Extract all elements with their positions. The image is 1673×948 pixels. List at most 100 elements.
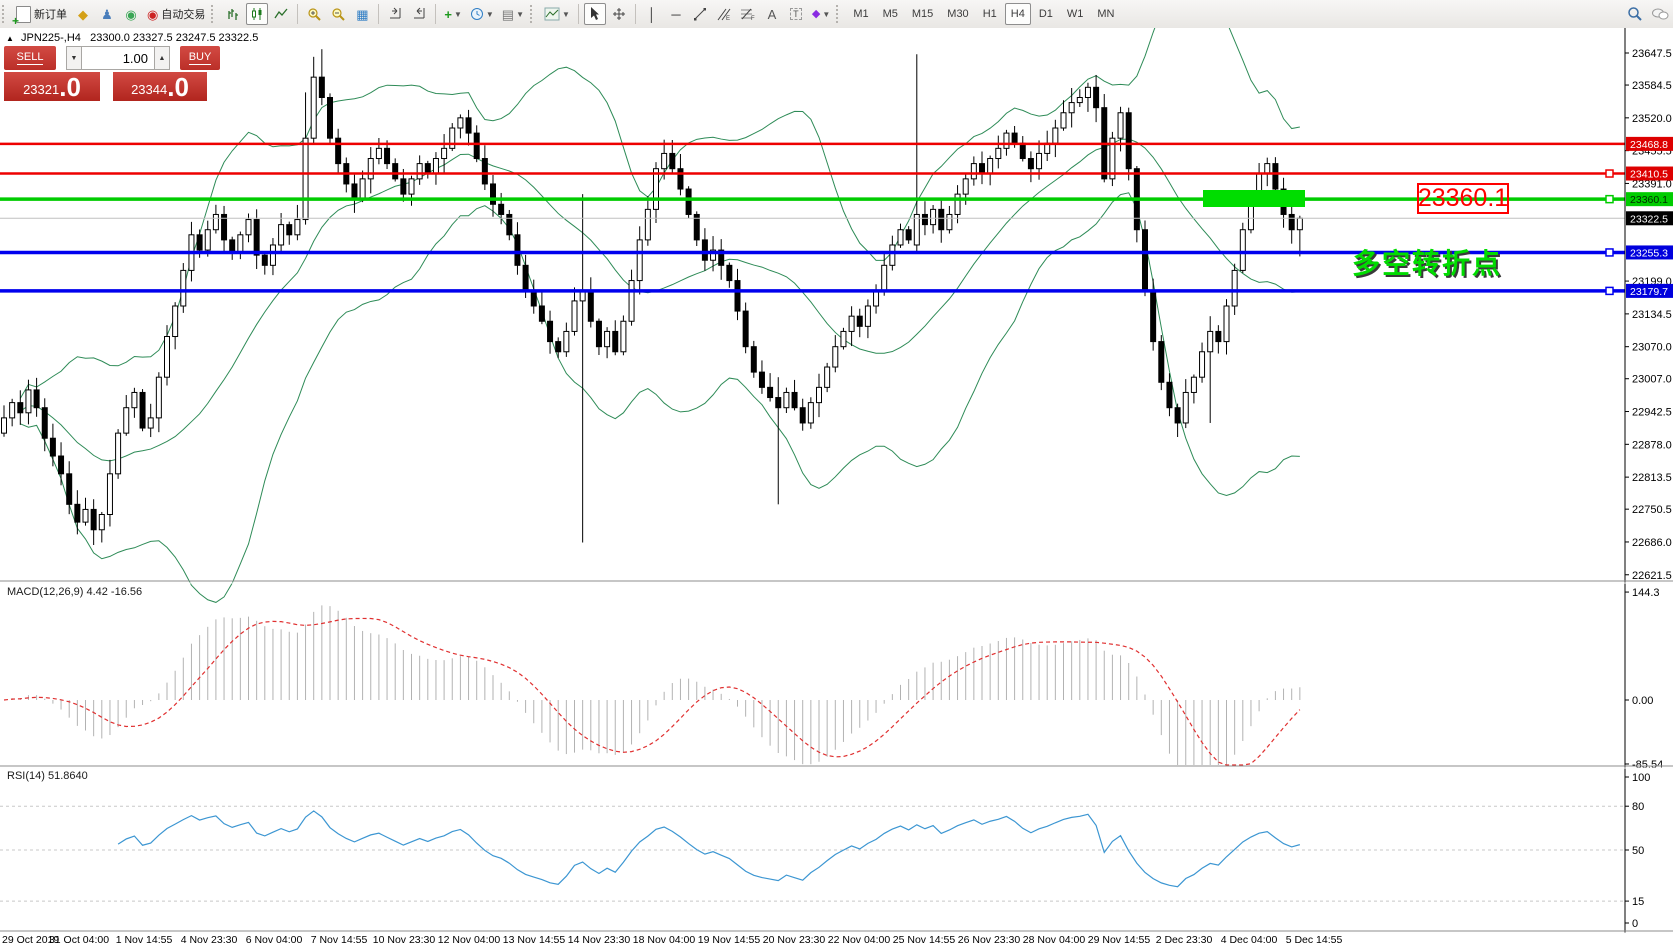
auto-trading-button[interactable]: ◉ 自动交易 <box>144 3 208 25</box>
price-level-callout[interactable]: 23360.1 <box>1417 183 1509 214</box>
new-order-icon: + <box>12 5 31 27</box>
auto-scroll-icon <box>389 7 401 19</box>
svg-text:23322.5: 23322.5 <box>1630 213 1668 225</box>
tf-h4-button[interactable]: H4 <box>1004 3 1031 25</box>
cursor-tool-button[interactable] <box>583 3 606 25</box>
signal-icon: ◉ <box>125 6 137 22</box>
symbol-period-label: JPN225-,H4 <box>20 32 81 44</box>
time-label: 25 Nov 14:55 <box>892 934 956 946</box>
svg-text:E: E <box>726 16 730 21</box>
tf-m1-button[interactable]: M1 <box>853 8 869 20</box>
sell-button[interactable]: SELL <box>4 46 56 70</box>
text-label-icon: T <box>790 8 802 20</box>
svg-text:22942.5: 22942.5 <box>1632 407 1672 419</box>
price-badge <box>1626 245 1673 260</box>
fibonacci-tool[interactable]: F <box>737 3 759 25</box>
svg-text:50: 50 <box>1632 845 1644 857</box>
trendline-icon <box>693 8 706 21</box>
tf-m5-button[interactable]: M5 <box>882 8 898 20</box>
time-label: 12 Nov 04:00 <box>437 934 501 946</box>
svg-text:23007.0: 23007.0 <box>1632 374 1672 386</box>
clock-icon <box>470 8 483 20</box>
text-icon: A <box>767 6 777 22</box>
chevron-down-icon: ▼ <box>822 9 831 19</box>
candlestick-chart-button[interactable] <box>246 3 269 25</box>
rsi-pane <box>0 805 1625 902</box>
new-order-button[interactable]: + 新订单 <box>12 3 70 27</box>
arrows-tool[interactable]: ◆ ▼ <box>809 3 833 25</box>
crosshair-icon <box>612 8 625 20</box>
trendline-tool[interactable] <box>689 3 711 25</box>
indicator-list-button[interactable]: ▼ <box>541 3 573 25</box>
buy-button[interactable]: BUY <box>180 46 220 70</box>
rsi-line <box>117 810 1301 888</box>
crosshair-tool-button[interactable] <box>608 3 630 25</box>
line-chart-button[interactable] <box>270 3 292 25</box>
zoom-in-button[interactable] <box>303 3 325 25</box>
profile-button[interactable]: ♟ <box>96 3 118 25</box>
sell-price[interactable]: 23321.0 <box>4 72 100 101</box>
tf-d1-button[interactable]: D1 <box>1038 8 1053 20</box>
buy-price[interactable]: 23344.0 <box>113 72 207 101</box>
svg-text:144.3: 144.3 <box>1632 587 1660 599</box>
text-label-tool[interactable]: T <box>785 3 807 25</box>
volume-input[interactable]: 1.00 <box>82 46 154 70</box>
volume-increase-button[interactable]: ▲ <box>154 46 170 70</box>
indicators-button[interactable]: + ▼ <box>441 3 465 25</box>
zoom-out-icon <box>332 7 345 21</box>
tf-m30-button[interactable]: M30 <box>947 8 969 20</box>
panel-collapse-icon[interactable]: ▲ <box>6 34 14 43</box>
svg-text:23134.5: 23134.5 <box>1632 309 1672 321</box>
auto-scroll-button[interactable] <box>384 3 406 25</box>
text-tool[interactable]: A <box>761 3 783 25</box>
svg-text:-85.54: -85.54 <box>1632 759 1663 771</box>
meta-editor-button[interactable]: ◆ <box>72 3 94 25</box>
horizontal-level-lines[interactable] <box>0 142 1625 296</box>
price-badge <box>1626 283 1673 298</box>
toolbar-grip[interactable] <box>530 5 538 23</box>
bar-chart-button[interactable] <box>222 3 244 25</box>
svg-text:22686.0: 22686.0 <box>1632 537 1672 549</box>
volume-stepper: ▼ 1.00 ▲ <box>66 46 170 70</box>
tf-mn-button[interactable]: MN <box>1097 8 1115 20</box>
price-badge <box>1626 136 1673 151</box>
volume-decrease-button[interactable]: ▼ <box>66 46 82 70</box>
channel-tool[interactable]: E <box>713 3 735 25</box>
toolbar-grip[interactable] <box>211 5 219 23</box>
signals-button[interactable]: ◉ <box>120 3 142 25</box>
indicator-list-icon <box>544 7 560 21</box>
pivot-annotation[interactable]: 多空转折点 <box>1352 248 1503 279</box>
tile-windows-button[interactable]: ▦ <box>351 3 373 25</box>
tf-m15-button[interactable]: M15 <box>911 8 934 20</box>
svg-text:22813.5: 22813.5 <box>1632 472 1672 484</box>
candlesticks <box>1 49 1303 546</box>
price-badge <box>1626 192 1673 207</box>
horizontal-line-tool[interactable]: ─ <box>665 3 687 25</box>
templates-button[interactable]: ▤ ▼ <box>499 3 527 25</box>
channel-icon: E <box>717 8 731 21</box>
svg-text:22621.5: 22621.5 <box>1632 570 1672 582</box>
tf-h1-button[interactable]: H1 <box>982 8 997 20</box>
chart-shift-button[interactable] <box>408 3 430 25</box>
tf-w1-button[interactable]: W1 <box>1066 8 1084 20</box>
periods-button[interactable]: ▼ <box>467 3 497 25</box>
time-label: 29 Oct 2019 <box>2 934 60 946</box>
zoom-out-button[interactable] <box>327 3 349 25</box>
bar-chart-icon <box>228 9 239 20</box>
time-label: 31 Oct 04:00 <box>48 934 110 946</box>
svg-text:23255.3: 23255.3 <box>1630 247 1668 259</box>
auto-trading-icon: ◉ <box>147 6 159 22</box>
time-label: 4 Dec 04:00 <box>1220 934 1278 946</box>
search-button[interactable] <box>1624 3 1646 25</box>
toolbar-grip[interactable] <box>2 5 10 23</box>
toolbar-grip[interactable] <box>836 5 844 23</box>
vertical-line-tool[interactable]: │ <box>641 3 663 25</box>
line-chart-icon <box>274 8 288 19</box>
bollinger-bands <box>19 28 1300 603</box>
price-chart-canvas: 23647.523584.523520.023455.523391.023199… <box>0 28 1673 934</box>
green-highlight-band[interactable] <box>1203 190 1305 207</box>
chat-button[interactable] <box>1648 3 1672 25</box>
arrow-shapes-icon: ◆ <box>811 7 821 20</box>
chart-area[interactable]: 23647.5 23584.5 23520.0 23455.5 23391.0 23199… <box>0 28 1673 948</box>
